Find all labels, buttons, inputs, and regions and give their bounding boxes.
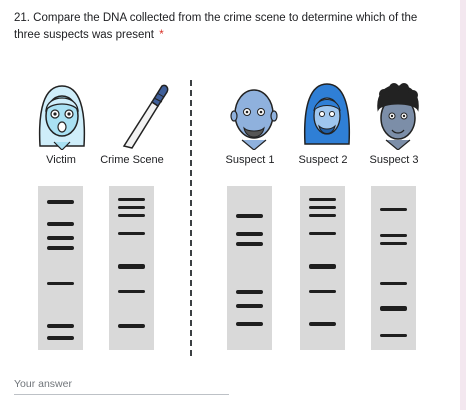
label-suspect-1: Suspect 1 — [225, 154, 275, 166]
dna-band — [47, 324, 74, 328]
dna-band — [118, 264, 145, 269]
label-victim: Victim — [46, 154, 76, 166]
label-suspect-3: Suspect 3 — [369, 154, 419, 166]
dna-band — [309, 290, 336, 293]
dashed-divider — [190, 80, 192, 356]
gel-lane-suspect-2 — [300, 186, 345, 350]
dna-band — [380, 334, 407, 337]
dna-band — [309, 232, 336, 235]
dna-band — [118, 198, 145, 201]
answer-underline — [14, 394, 229, 395]
question-title: 21. Compare the DNA collected from the c… — [14, 10, 444, 44]
dna-band — [47, 282, 74, 285]
victim-face-icon — [38, 85, 86, 150]
dna-band — [118, 214, 145, 217]
bald-bearded-man-icon — [230, 89, 278, 150]
dna-band — [118, 206, 145, 209]
long-haired-man-icon — [303, 83, 351, 145]
dna-band — [47, 222, 74, 226]
dna-comparison-figure: Victim Crime Scene Suspect 1 Suspect 2 S… — [14, 70, 454, 360]
required-asterisk: * — [159, 29, 164, 41]
dna-band — [236, 232, 263, 236]
dna-band — [309, 198, 336, 201]
dna-band — [236, 304, 263, 308]
dna-band — [118, 324, 145, 328]
dna-band — [118, 232, 145, 235]
label-crime-scene: Crime Scene — [100, 154, 164, 166]
dna-band — [47, 336, 74, 340]
gel-lane-victim — [38, 186, 83, 350]
gel-lane-crime-scene — [109, 186, 154, 350]
dna-band — [236, 290, 263, 294]
dna-band — [236, 242, 263, 246]
gel-lane-suspect-1 — [227, 186, 272, 350]
dna-band — [118, 290, 145, 293]
answer-input[interactable]: Your answer — [14, 378, 72, 390]
knife-icon — [122, 84, 169, 149]
dna-band — [309, 206, 336, 209]
dna-band — [309, 264, 336, 269]
curly-haired-man-icon — [377, 83, 419, 150]
dna-band — [47, 200, 74, 204]
dna-band — [236, 322, 263, 326]
gel-lane-suspect-3 — [371, 186, 416, 350]
page-edge — [460, 0, 466, 410]
dna-band — [47, 236, 74, 240]
dna-band — [380, 282, 407, 285]
dna-band — [380, 306, 407, 311]
dna-band — [380, 208, 407, 211]
dna-band — [380, 234, 407, 237]
dna-band — [236, 214, 263, 218]
dna-band — [380, 242, 407, 245]
question-text: 21. Compare the DNA collected from the c… — [14, 12, 418, 41]
dna-band — [47, 246, 74, 250]
dna-band — [309, 214, 336, 217]
label-suspect-2: Suspect 2 — [298, 154, 348, 166]
dna-band — [309, 322, 336, 326]
